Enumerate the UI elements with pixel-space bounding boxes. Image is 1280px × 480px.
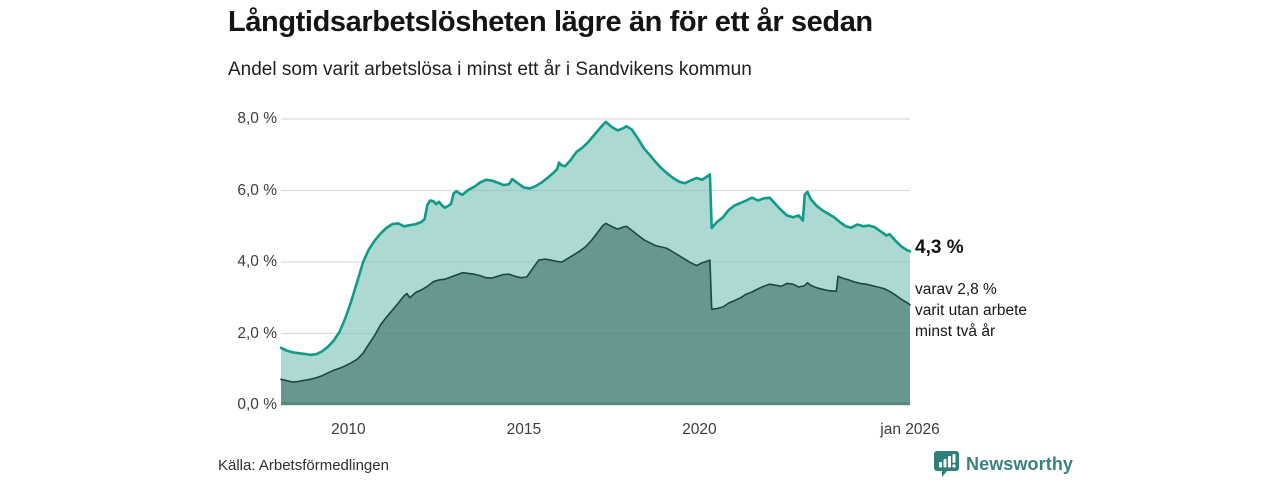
chart-subtitle: Andel som varit arbetslösa i minst ett å… xyxy=(228,59,752,80)
x-axis-tick-label: 2010 xyxy=(331,421,366,438)
y-axis-tick-label: 6,0 % xyxy=(237,181,277,199)
plot-area xyxy=(279,118,912,406)
subset-note-line: minst två år xyxy=(915,323,996,340)
latest-value-label: 4,3 % xyxy=(915,237,964,258)
line-unemployed-two-years xyxy=(280,222,911,383)
source-credit: Källa: Arbetsförmedlingen xyxy=(218,457,389,474)
x-axis-line xyxy=(281,402,910,406)
area-unemployed-two-years xyxy=(281,223,910,405)
y-axis-tick-label: 2,0 % xyxy=(237,324,277,342)
x-axis-tick-label: 2015 xyxy=(506,421,542,438)
line-unemployed-one-year xyxy=(279,120,912,357)
newsworthy-bar-chart-icon xyxy=(934,451,959,477)
y-axis-tick-label: 4,0 % xyxy=(237,253,277,270)
x-axis-tick-label: 2020 xyxy=(682,421,717,438)
area-unemployed-one-year xyxy=(281,121,910,406)
page-title: Långtidsarbetslösheten lägre än för ett … xyxy=(228,6,873,38)
newsworthy-wordmark: Newsworthy xyxy=(966,453,1074,474)
subset-note: varav 2,8 % varit utan arbete minst två … xyxy=(915,279,1027,342)
subset-note-line: varav 2,8 % xyxy=(915,281,997,298)
y-axis-tick-label: 0,0 % xyxy=(237,396,277,413)
x-axis-tick-label: jan 2026 xyxy=(880,421,940,438)
subset-note-line: varit utan arbete xyxy=(915,302,1028,319)
newsworthy-logo: Newsworthy xyxy=(934,449,1073,479)
y-axis-tick-label: 8,0 % xyxy=(237,110,277,127)
